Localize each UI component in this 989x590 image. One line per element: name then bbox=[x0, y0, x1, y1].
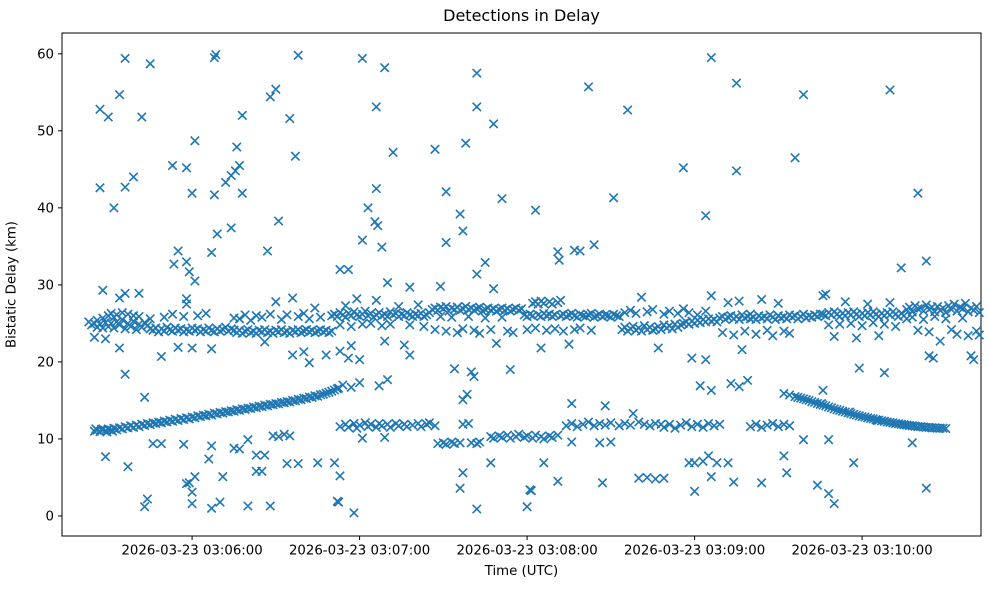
x-tick-label: 2026-03-23 03:08:00 bbox=[456, 544, 597, 559]
x-tick-label: 2026-03-23 03:10:00 bbox=[791, 544, 932, 559]
axes-frame bbox=[61, 32, 982, 537]
y-tick-label: 0 bbox=[46, 509, 54, 524]
y-tick-label: 30 bbox=[37, 278, 54, 293]
y-axis-label: Bistatic Delay (km) bbox=[4, 221, 20, 348]
x-tick-label: 2026-03-23 03:06:00 bbox=[121, 544, 262, 559]
x-tick-label: 2026-03-23 03:07:00 bbox=[289, 544, 430, 559]
y-tick-label: 20 bbox=[37, 355, 54, 370]
x-axis-label: Time (UTC) bbox=[484, 564, 559, 579]
y-tick-label: 60 bbox=[37, 47, 54, 62]
x-tick-label: 2026-03-23 03:09:00 bbox=[624, 544, 765, 559]
chart-title: Detections in Delay bbox=[443, 6, 600, 25]
y-tick-label: 10 bbox=[37, 432, 54, 447]
y-tick-label: 50 bbox=[37, 124, 54, 139]
y-tick-label: 40 bbox=[37, 201, 54, 216]
scatter-markers bbox=[84, 49, 985, 518]
